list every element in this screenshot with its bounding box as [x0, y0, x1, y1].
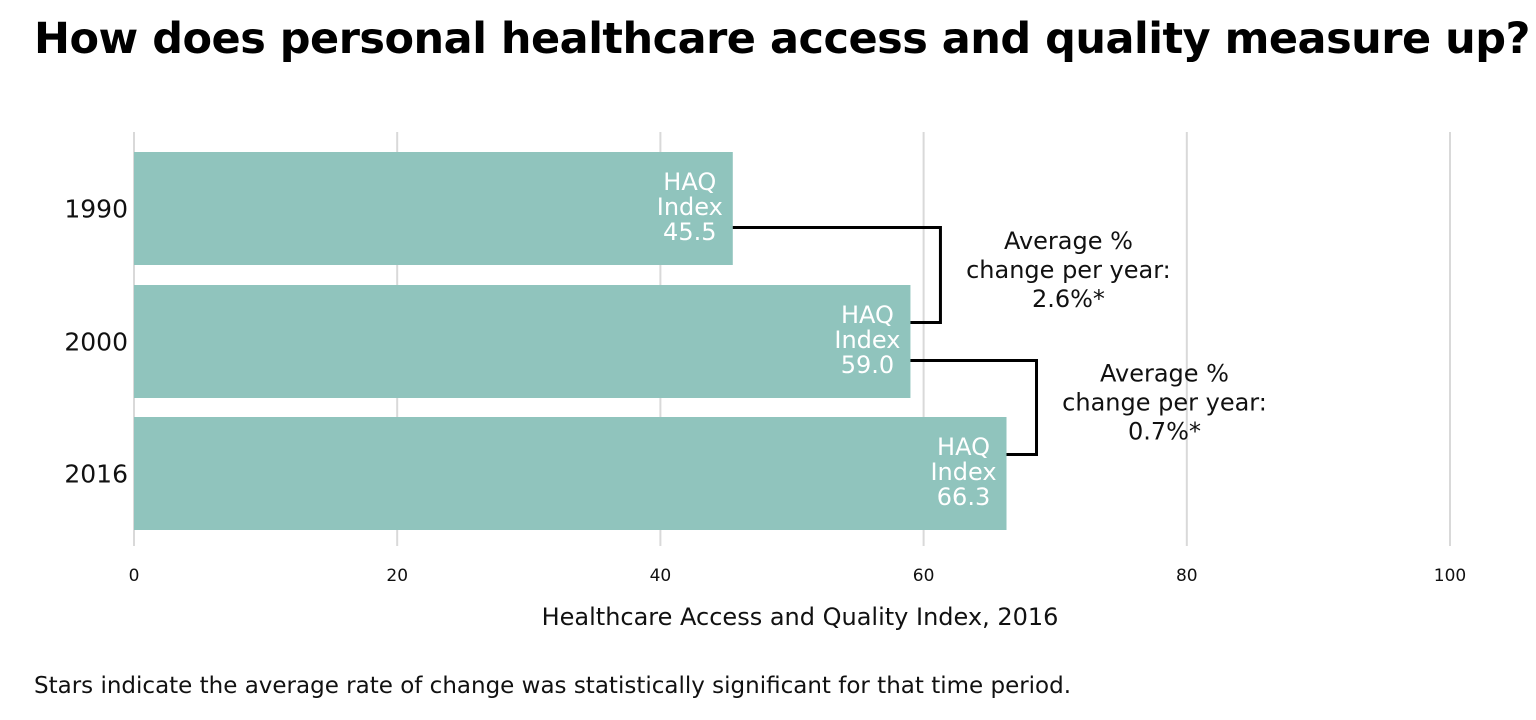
labels: 0 20 40 60 80 1001990HAQIndex45.52000HAQIndex…	[64, 168, 1466, 631]
category-label-1990: 1990	[64, 195, 128, 224]
annotation-2000-2016-line-1: Average %	[1100, 360, 1229, 388]
annotation-2000-2016-line-2: change per year:	[1062, 389, 1267, 417]
bar-label-1990-line-3: 45.5	[663, 218, 716, 246]
chart-title: How does personal healthcare access and …	[34, 14, 1530, 64]
change-bracket-2000-2016	[910, 359, 1039, 456]
bar-label-2000-line-3: 59.0	[841, 351, 894, 379]
x-tick-label-0: 0	[129, 566, 140, 586]
bar-label-2000-line-2: Index	[834, 326, 900, 354]
bar-2016	[134, 417, 1007, 530]
annotation-1990-2000-line-2: change per year:	[966, 256, 1171, 284]
annotation-1990-2000-line-3: 2.6%*	[1032, 285, 1105, 313]
x-tick-label-20: 20	[386, 566, 408, 586]
category-label-2016: 2016	[64, 460, 128, 489]
bar-label-1990-line-1: HAQ	[663, 168, 716, 196]
footnote: Stars indicate the average rate of chang…	[34, 673, 1072, 699]
bar-label-2016-line-1: HAQ	[937, 433, 990, 461]
bar-2000	[134, 285, 911, 398]
bar-1990	[134, 152, 733, 265]
x-tick-label-100: 100	[1434, 566, 1466, 586]
annotation-2000-2016-line-3: 0.7%*	[1128, 418, 1201, 446]
bar-label-2016-line-2: Index	[930, 458, 996, 486]
annotation-1990-2000-line-1: Average %	[1004, 227, 1133, 255]
bars	[134, 152, 1007, 530]
category-label-2000: 2000	[64, 328, 128, 357]
change-bracket-1990-2000	[732, 226, 942, 324]
bar-label-1990-line-2: Index	[657, 193, 723, 221]
bar-label-2000-line-1: HAQ	[841, 301, 894, 329]
x-tick-label-60: 60	[913, 566, 935, 586]
x-tick-label-40: 40	[650, 566, 672, 586]
bar-label-2016-line-3: 66.3	[937, 483, 990, 511]
x-axis-label: Healthcare Access and Quality Index, 201…	[542, 603, 1059, 631]
x-tick-label-80: 80	[1176, 566, 1198, 586]
bar-chart: 0 20 40 60 80 1001990HAQIndex45.52000HAQIndex…	[64, 132, 1466, 631]
change-brackets	[732, 226, 1039, 456]
